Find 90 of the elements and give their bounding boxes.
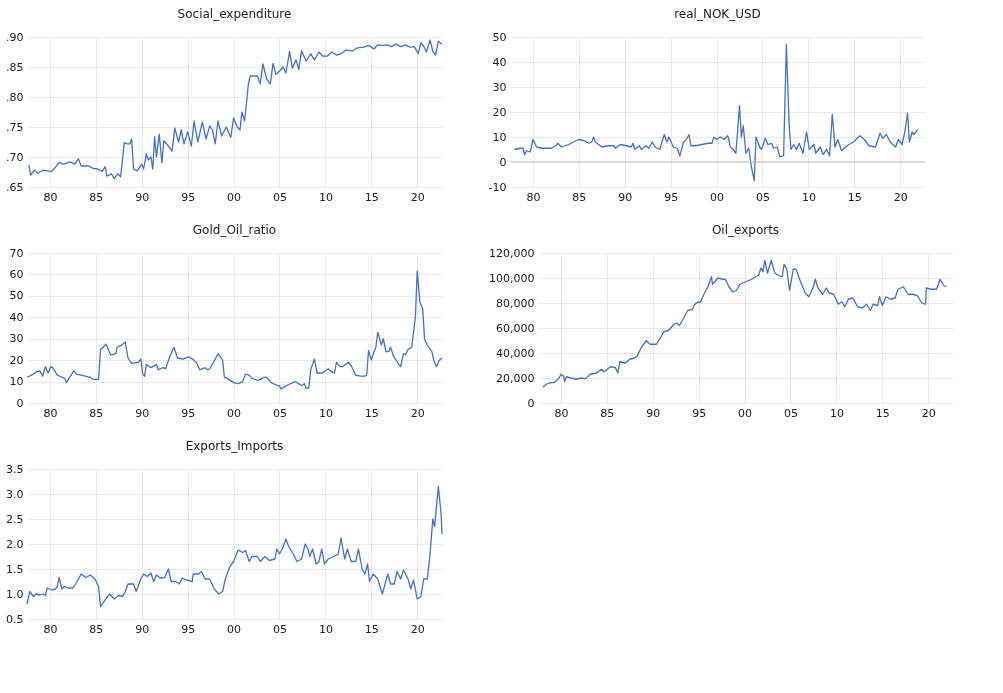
x-tick-label: 95 [181,622,196,636]
y-tick-label: 1.5 [6,562,24,576]
y-tick-label: 40,000 [496,346,535,360]
line-series [28,39,443,180]
y-tick-label: 10 [492,130,507,144]
x-tick-label: 15 [875,406,890,420]
x-tick-label: 90 [646,406,661,420]
y-tick-label: 3.5 [6,462,24,476]
y-tick-label: 120,000 [489,246,535,260]
x-tick-label: 90 [135,622,150,636]
y-tick-label: 70 [9,246,24,260]
x-tick-label: 95 [664,190,679,204]
x-tick-label: 80 [526,190,541,204]
y-tick-label: 1.0 [6,587,24,601]
chart-title: Exports_Imports [185,439,284,453]
y-tick-label: 20,000 [496,371,535,385]
y-tick-label: 0 [16,396,24,410]
y-tick-label: 10 [9,375,24,389]
x-tick-label: 80 [43,622,58,636]
x-tick-label: 85 [89,622,104,636]
y-tick-label: .80 [6,90,24,104]
x-tick-label: 05 [272,406,287,420]
x-tick-label: 00 [227,406,242,420]
x-tick-label: 85 [572,190,587,204]
y-tick-label: 30 [9,332,24,346]
y-tick-label: 0.5 [6,612,24,626]
x-tick-label: 00 [710,190,725,204]
y-tick-label: 60 [9,267,24,281]
x-tick-label: 95 [181,190,196,204]
x-tick-label: 15 [364,406,379,420]
chart-title: Social_expenditure [177,7,292,21]
x-tick-label: 10 [318,406,333,420]
x-tick-label: 80 [43,406,58,420]
x-tick-label: 00 [738,406,753,420]
x-tick-label: 05 [755,190,770,204]
line-series [26,485,443,608]
x-tick-label: 20 [410,190,425,204]
x-tick-label: 95 [181,406,196,420]
x-tick-label: 95 [692,406,707,420]
x-tick-label: 80 [43,190,58,204]
x-tick-label: 15 [364,190,379,204]
y-tick-label: .90 [6,30,24,44]
line-series [513,43,919,182]
x-tick-label: 05 [272,190,287,204]
x-tick-label: 90 [135,406,150,420]
y-tick-label: .75 [6,120,24,134]
x-tick-label: 85 [89,406,104,420]
x-tick-label: 05 [272,622,287,636]
y-tick-label: 30 [492,80,507,94]
y-tick-label: 50 [9,289,24,303]
line-series [541,259,948,389]
x-tick-label: 20 [410,622,425,636]
y-tick-label: .85 [6,60,24,74]
x-tick-label: 10 [801,190,816,204]
x-tick-label: 20 [921,406,936,420]
y-tick-label: 2.5 [6,512,24,526]
x-tick-label: 85 [600,406,615,420]
y-tick-label: 0 [499,155,507,169]
y-tick-label: .65 [6,180,24,194]
y-tick-label: 100,000 [489,271,535,285]
x-tick-label: 85 [89,190,104,204]
line-series [26,270,443,390]
y-tick-label: 3.0 [6,487,24,501]
y-tick-label: -10 [488,180,507,194]
y-tick-label: 20 [9,353,24,367]
x-tick-label: 20 [893,190,908,204]
y-tick-label: 50 [492,30,507,44]
x-tick-label: 20 [410,406,425,420]
y-tick-label: 2.0 [6,537,24,551]
x-tick-label: 90 [135,190,150,204]
x-tick-label: 10 [318,622,333,636]
chart-title: real_NOK_USD [674,7,761,21]
x-tick-label: 15 [847,190,862,204]
y-tick-label: 0 [527,396,535,410]
x-tick-label: 10 [318,190,333,204]
y-tick-label: 40 [492,55,507,69]
y-tick-label: 80,000 [496,296,535,310]
x-tick-label: 90 [618,190,633,204]
x-tick-label: 80 [554,406,569,420]
y-tick-label: 60,000 [496,321,535,335]
x-tick-label: 00 [227,190,242,204]
x-tick-label: 05 [783,406,798,420]
x-tick-label: 10 [829,406,844,420]
y-tick-label: .70 [6,150,24,164]
y-tick-label: 40 [9,310,24,324]
x-tick-label: 00 [227,622,242,636]
y-tick-label: 20 [492,105,507,119]
chart-title: Oil_exports [711,223,780,237]
x-tick-label: 15 [364,622,379,636]
chart-title: Gold_Oil_ratio [192,223,277,237]
